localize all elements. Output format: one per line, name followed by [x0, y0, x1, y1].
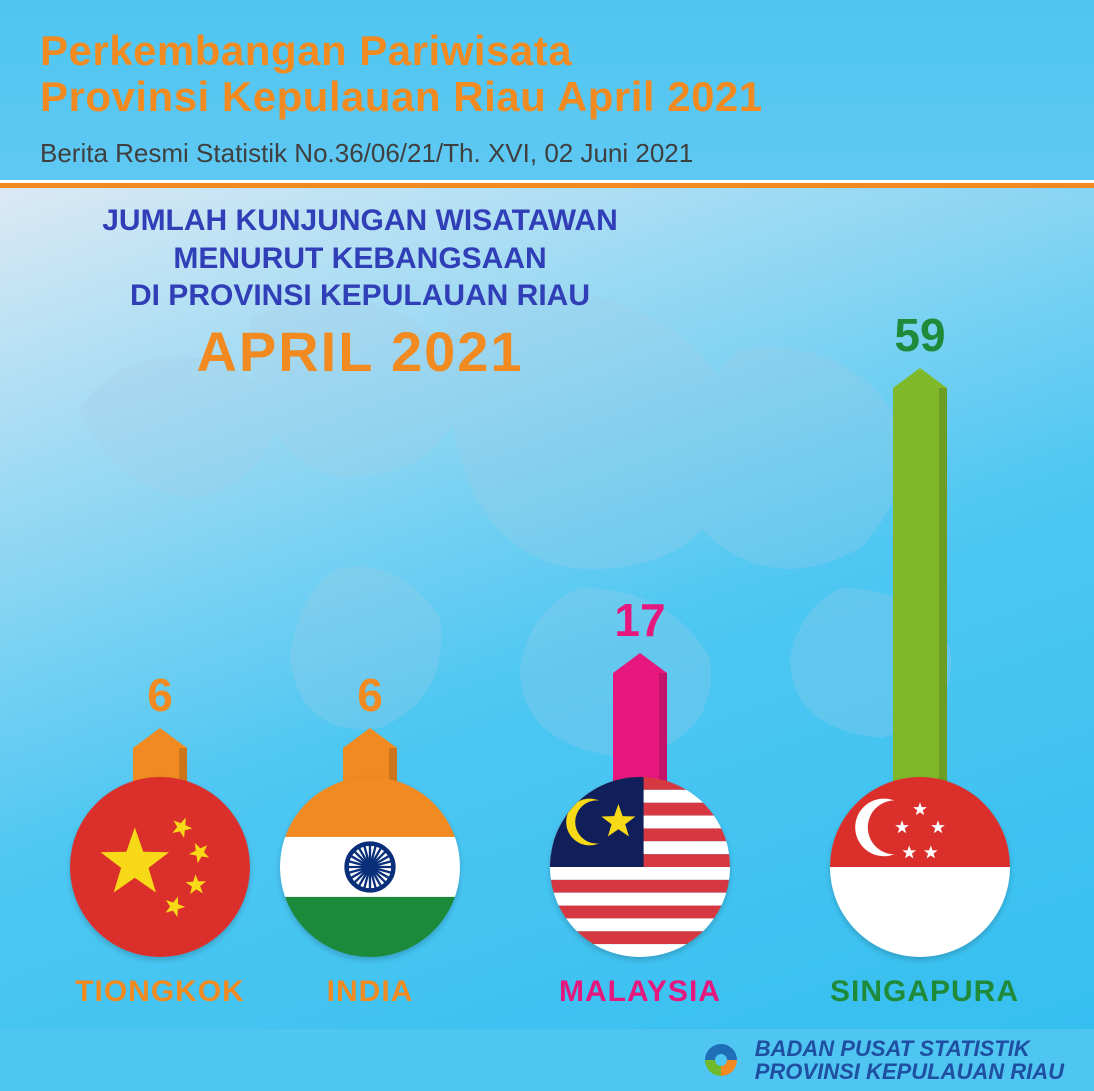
- bar-shape-malaysia: [613, 673, 667, 789]
- footer-line2: PROVINSI KEPULAUAN RIAU: [755, 1060, 1064, 1083]
- footer: BADAN PUSAT STATISTIK PROVINSI KEPULAUAN…: [0, 1029, 1094, 1091]
- flag-singapura: [830, 777, 1010, 957]
- country-label-malaysia: MALAYSIA: [550, 975, 730, 1009]
- bar-value-tiongkok: 6: [147, 668, 173, 722]
- footer-line1: BADAN PUSAT STATISTIK: [755, 1037, 1064, 1060]
- flag-malaysia: [550, 777, 730, 957]
- flag-tiongkok: [70, 777, 250, 957]
- page-root: Perkembangan Pariwisata Provinsi Kepulau…: [0, 0, 1094, 1091]
- bars-container: 6 TIONGKOK 6 INDIA: [0, 188, 1094, 1029]
- chart-area: JUMLAH KUNJUNGAN WISATAWAN MENURUT KEBAN…: [0, 188, 1094, 1029]
- country-malaysia: 17 MALAYSIA: [550, 777, 730, 1009]
- main-title-line1: Perkembangan Pariwisata: [40, 28, 1054, 74]
- country-tiongkok: 6 TIONGKOK: [70, 777, 250, 1009]
- bar-singapura: 59: [893, 388, 947, 789]
- country-singapura: 59 SINGAPURA: [830, 777, 1010, 1009]
- subtitle: Berita Resmi Statistik No.36/06/21/Th. X…: [40, 138, 1054, 169]
- header: Perkembangan Pariwisata Provinsi Kepulau…: [0, 0, 1094, 180]
- bar-value-singapura: 59: [894, 308, 945, 362]
- country-label-india: INDIA: [280, 975, 460, 1009]
- main-title-line2: Provinsi Kepulauan Riau April 2021: [40, 74, 1054, 120]
- bps-logo-icon: [699, 1038, 743, 1082]
- bar-value-india: 6: [357, 668, 383, 722]
- bar-shape-singapura: [893, 388, 947, 789]
- country-india: 6 INDIA: [280, 777, 460, 1009]
- country-label-singapura: SINGAPURA: [830, 975, 1010, 1009]
- flag-india: [280, 777, 460, 957]
- footer-text: BADAN PUSAT STATISTIK PROVINSI KEPULAUAN…: [755, 1037, 1064, 1083]
- bar-value-malaysia: 17: [614, 593, 665, 647]
- bar-malaysia: 17: [613, 673, 667, 789]
- country-label-tiongkok: TIONGKOK: [70, 975, 250, 1009]
